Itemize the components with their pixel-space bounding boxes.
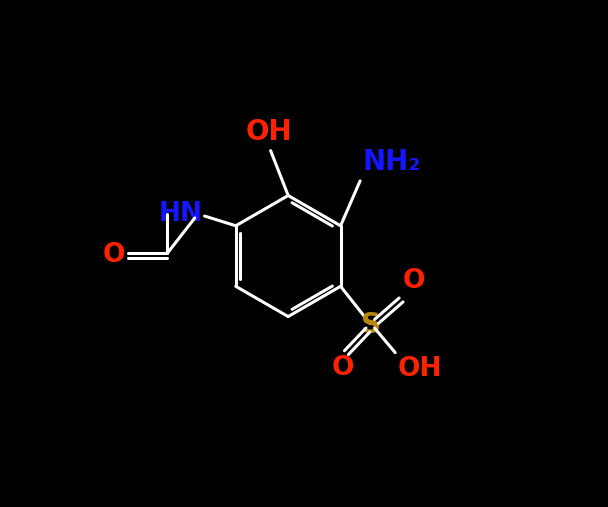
Text: HN: HN (159, 201, 202, 227)
Text: OH: OH (397, 356, 441, 382)
Text: S: S (361, 311, 381, 339)
Text: O: O (403, 268, 426, 294)
Text: O: O (103, 242, 125, 268)
Text: NH₂: NH₂ (362, 148, 420, 176)
Text: OH: OH (246, 118, 292, 146)
Text: O: O (331, 354, 354, 381)
